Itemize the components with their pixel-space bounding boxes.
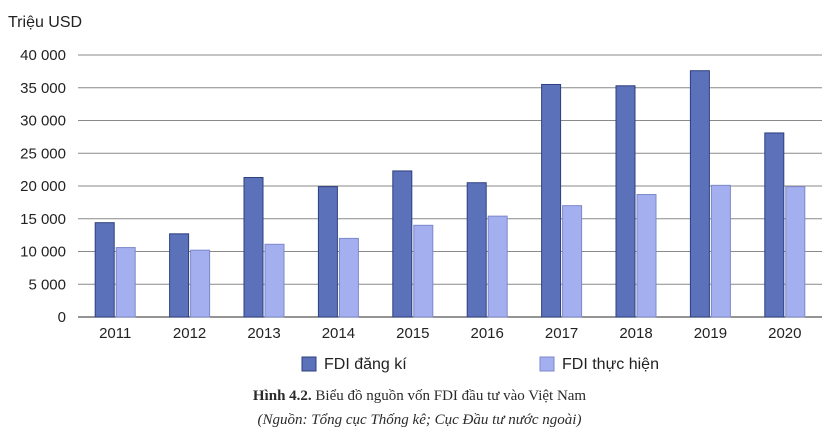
x-tick-label: 2011 <box>99 325 131 342</box>
bar-fdi-dang-ki <box>764 132 785 318</box>
y-tick-label: 10 000 <box>20 244 66 261</box>
x-tick-label: 2012 <box>173 325 206 342</box>
x-tick-label: 2014 <box>322 325 355 342</box>
y-tick-label: 15 000 <box>20 211 66 228</box>
bar-fdi-thuc-hien <box>264 243 285 318</box>
bar-fdi-thuc-hien <box>115 247 136 318</box>
fdi-bar-chart: Triệu USD 0 5 000 10 000 15 000 20 000 25 000 3… <box>8 14 822 373</box>
legend-swatch <box>301 356 317 372</box>
x-tick-label: 2017 <box>545 325 578 342</box>
bar-fdi-dang-ki <box>243 176 264 318</box>
figure-title: Biểu đồ nguồn vốn FDI đầu tư vào Việt Na… <box>311 388 587 404</box>
bar-fdi-thuc-hien <box>190 249 211 318</box>
bar-fdi-dang-ki <box>541 83 562 318</box>
figure-number: Hình 4.2. <box>252 388 312 404</box>
y-tick-label: 25 000 <box>20 145 66 162</box>
bar-fdi-thuc-hien <box>562 205 583 318</box>
bar-fdi-dang-ki <box>317 186 338 318</box>
bar-fdi-dang-ki <box>392 170 413 318</box>
bar-fdi-thuc-hien <box>487 215 508 318</box>
bar-fdi-thuc-hien <box>413 224 434 318</box>
x-tick-label: 2013 <box>247 325 280 342</box>
y-tick-label: 20 000 <box>20 178 66 195</box>
y-tick-label: 0 <box>58 309 66 326</box>
legend-label: FDI đăng kí <box>324 356 407 373</box>
bar-fdi-dang-ki <box>169 233 190 318</box>
x-tick-label: 2020 <box>768 325 801 342</box>
y-tick-label: 40 000 <box>20 47 66 64</box>
bar-fdi-thuc-hien <box>710 184 731 318</box>
x-tick-label: 2019 <box>694 325 727 342</box>
bar-fdi-thuc-hien <box>338 237 359 318</box>
bar-fdi-thuc-hien <box>785 186 806 318</box>
figure-source: (Nguồn: Tổng cục Thống kê; Cục Đầu tư nư… <box>257 412 582 428</box>
bar-fdi-dang-ki <box>466 182 487 318</box>
bar-fdi-dang-ki <box>94 222 115 318</box>
x-tick-label: 2015 <box>396 325 429 342</box>
bar-fdi-dang-ki <box>689 70 710 318</box>
y-tick-label: 35 000 <box>20 80 66 97</box>
legend-label: FDI thực hiện <box>562 356 659 373</box>
y-tick-label: 30 000 <box>20 113 66 130</box>
x-tick-label: 2018 <box>619 325 652 342</box>
legend-swatch <box>539 356 555 372</box>
bar-fdi-thuc-hien <box>636 194 657 318</box>
x-tick-label: 2016 <box>471 325 504 342</box>
bar-fdi-dang-ki <box>615 85 636 318</box>
y-axis-label: Triệu USD <box>8 14 82 31</box>
y-tick-label: 5 000 <box>28 276 66 293</box>
figure-caption: Hình 4.2. Biểu đồ nguồn vốn FDI đầu tư v… <box>0 388 839 405</box>
